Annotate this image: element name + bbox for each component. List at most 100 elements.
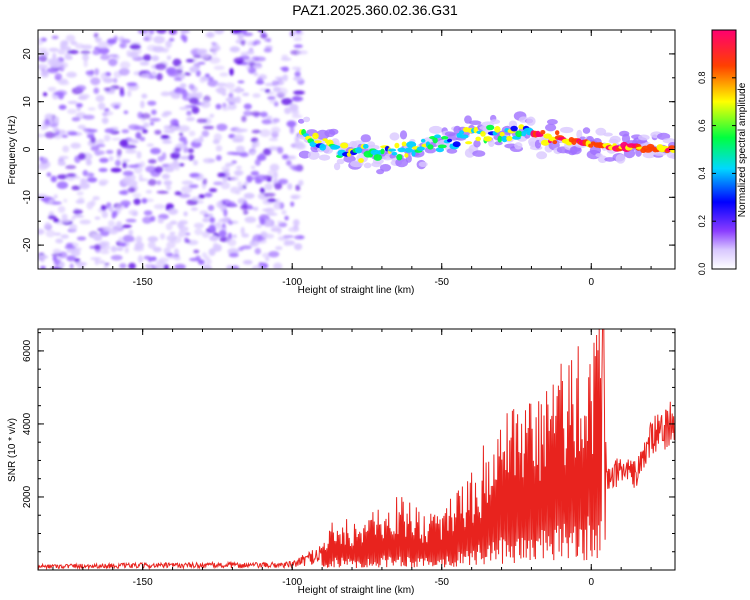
signal-core: [397, 147, 407, 153]
spectrogram-signal-ridge: [298, 111, 675, 175]
noise-blob: [241, 115, 247, 123]
noise-blob: [265, 256, 270, 262]
noise-blob: [271, 80, 279, 86]
signal-core: [435, 147, 444, 153]
colorbar-gradient: [711, 29, 737, 270]
noise-blob: [67, 49, 79, 55]
noise-blob: [160, 47, 169, 53]
noise-blob: [145, 165, 157, 173]
noise-blob: [166, 241, 176, 249]
noise-blob: [159, 233, 166, 240]
noise-blob: [228, 252, 239, 258]
noise-blob: [85, 70, 94, 76]
noise-blob: [71, 117, 81, 122]
noise-blob: [252, 234, 264, 242]
noise-blob: [139, 161, 146, 168]
signal-core: [588, 143, 594, 148]
noise-blob: [163, 180, 173, 186]
noise-blob: [195, 255, 201, 261]
signal-halo: [389, 132, 400, 141]
noise-blob: [193, 222, 204, 229]
signal-core: [486, 124, 495, 131]
noise-blob: [156, 30, 167, 34]
noise-blob: [38, 38, 44, 46]
noise-blob: [124, 246, 129, 254]
noise-blob: [169, 231, 176, 235]
noise-blob: [170, 152, 181, 160]
noise-blob: [189, 97, 199, 105]
noise-blob: [190, 207, 198, 211]
signal-core: [515, 130, 523, 138]
noise-blob: [125, 218, 137, 223]
noise-blob: [284, 215, 289, 221]
noise-blob: [75, 261, 87, 266]
noise-blob: [113, 105, 120, 109]
noise-blob: [81, 44, 93, 50]
noise-blob: [108, 155, 114, 162]
noise-blob: [56, 174, 69, 180]
noise-blob: [286, 120, 297, 128]
colorbar-tick-label: 0.0: [697, 263, 707, 276]
noise-blob: [291, 96, 304, 102]
noise-blob: [292, 166, 302, 172]
signal-halo: [298, 118, 305, 124]
colorbar-ticks: 0.0 0.2 0.4 0.6 0.8: [697, 72, 736, 276]
noise-blob: [110, 254, 123, 261]
noise-blob: [58, 155, 69, 160]
noise-blob: [75, 85, 87, 91]
noise-blob: [286, 160, 292, 166]
noise-blob: [251, 264, 264, 269]
noise-blob: [148, 30, 155, 35]
noise-blob: [202, 178, 208, 185]
noise-blob: [101, 117, 109, 124]
noise-blob: [183, 139, 188, 146]
noise-blob: [51, 35, 59, 40]
noise-blob: [223, 209, 228, 217]
signal-halo: [546, 119, 558, 125]
noise-blob: [123, 110, 129, 115]
signal-core: [370, 149, 381, 155]
noise-blob: [216, 221, 222, 230]
noise-blob: [174, 87, 187, 94]
signal-halo: [418, 161, 428, 167]
noise-blob: [226, 238, 231, 244]
signal-core: [404, 153, 409, 158]
noise-blob: [156, 180, 162, 186]
noise-blob: [198, 194, 205, 199]
noise-blob: [52, 126, 60, 133]
noise-blob: [165, 125, 177, 130]
signal-core: [333, 145, 341, 149]
noise-blob: [174, 263, 186, 269]
noise-blob: [132, 211, 138, 217]
noise-blob: [40, 196, 52, 202]
noise-blob: [168, 208, 179, 215]
signal-core: [668, 145, 675, 150]
noise-blob: [250, 165, 256, 170]
noise-blob: [64, 245, 76, 250]
noise-blob: [265, 207, 275, 214]
signal-halo: [328, 128, 339, 135]
snr-y-tick-label: 2000: [22, 485, 33, 508]
noise-blob: [87, 173, 95, 177]
noise-blob: [106, 38, 117, 45]
noise-blob: [199, 135, 204, 142]
signal-halo: [303, 116, 311, 123]
noise-blob: [163, 264, 169, 269]
noise-blob: [237, 32, 244, 40]
noise-blob: [207, 213, 214, 218]
noise-blob: [245, 65, 251, 71]
spectrogram-plot-area: [38, 30, 675, 269]
noise-blob: [56, 181, 69, 189]
noise-blob: [253, 72, 258, 77]
noise-blob: [295, 184, 301, 191]
signal-core: [416, 146, 425, 151]
noise-blob: [47, 58, 60, 64]
noise-blob: [119, 86, 125, 95]
noise-blob: [189, 173, 200, 178]
signal-core: [319, 143, 327, 151]
noise-blob: [48, 47, 59, 52]
signal-halo: [604, 157, 616, 162]
noise-blob: [47, 215, 57, 220]
noise-blob: [104, 262, 110, 266]
